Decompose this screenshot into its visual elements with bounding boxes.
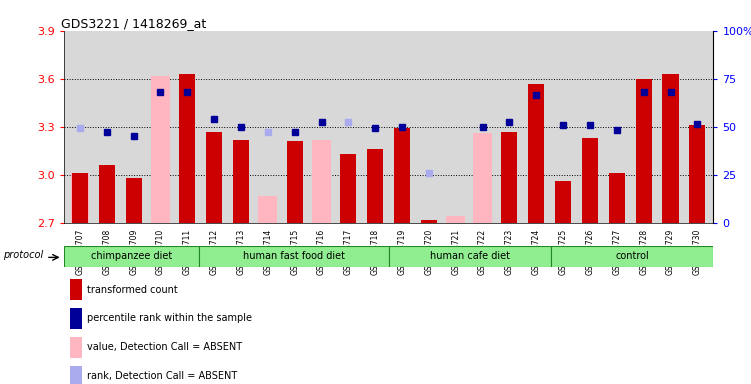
Text: transformed count: transformed count	[87, 285, 178, 295]
Bar	[151, 76, 170, 223]
Text: chimpanzee diet: chimpanzee diet	[91, 251, 172, 262]
Bar	[340, 154, 357, 223]
Bar	[635, 79, 652, 223]
Bar	[502, 132, 517, 223]
Bar	[582, 138, 598, 223]
Bar	[199, 246, 389, 267]
Text: human fast food diet: human fast food diet	[243, 251, 345, 262]
Bar	[662, 74, 679, 223]
Bar	[446, 216, 465, 223]
Bar	[389, 246, 551, 267]
Bar	[233, 139, 249, 223]
Bar	[287, 141, 303, 223]
Bar	[394, 128, 410, 223]
Bar	[555, 181, 572, 223]
Bar	[258, 195, 277, 223]
Text: human cafe diet: human cafe diet	[430, 251, 510, 262]
Text: rank, Detection Call = ABSENT: rank, Detection Call = ABSENT	[87, 371, 237, 381]
Bar	[551, 246, 713, 267]
Text: GDS3221 / 1418269_at: GDS3221 / 1418269_at	[61, 17, 206, 30]
Bar	[367, 149, 383, 223]
Text: value, Detection Call = ABSENT: value, Detection Call = ABSENT	[87, 342, 243, 352]
Bar	[206, 132, 222, 223]
Text: protocol: protocol	[3, 250, 44, 260]
Bar	[125, 178, 142, 223]
Bar	[421, 220, 437, 223]
Bar	[71, 366, 82, 384]
Text: percentile rank within the sample: percentile rank within the sample	[87, 313, 252, 323]
Bar	[473, 133, 492, 223]
Bar	[71, 279, 82, 300]
Bar	[312, 139, 331, 223]
Bar	[71, 173, 89, 223]
Bar	[179, 74, 195, 223]
Bar	[64, 246, 199, 267]
Text: control: control	[615, 251, 649, 262]
Bar	[71, 308, 82, 329]
Bar	[528, 84, 544, 223]
Bar	[689, 125, 705, 223]
Bar	[71, 337, 82, 358]
Bar	[609, 173, 625, 223]
Bar	[98, 165, 115, 223]
Bar	[72, 173, 88, 223]
